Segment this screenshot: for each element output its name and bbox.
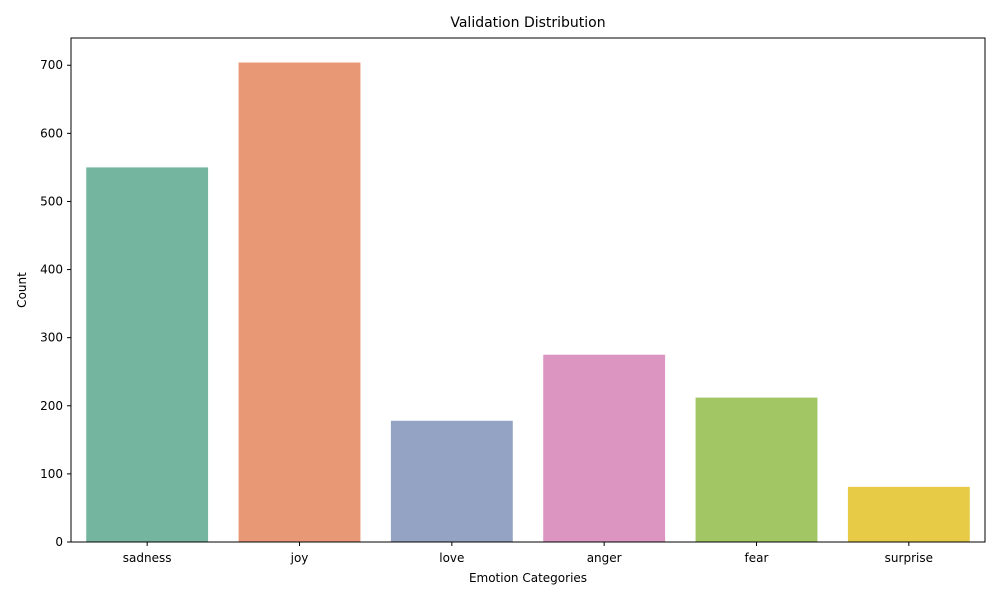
bar-anger	[543, 354, 666, 542]
y-tick-label: 100	[40, 467, 63, 481]
bar-joy	[238, 62, 361, 542]
y-tick-label: 300	[40, 331, 63, 345]
bar-fear	[695, 397, 818, 542]
y-tick-label: 700	[40, 58, 63, 72]
y-tick-label: 200	[40, 399, 63, 413]
bar-surprise	[847, 486, 970, 542]
x-tick-label: joy	[290, 551, 309, 565]
x-tick-label: fear	[745, 551, 769, 565]
y-tick-label: 400	[40, 263, 63, 277]
y-tick-label: 600	[40, 126, 63, 140]
bars-group	[86, 62, 970, 543]
x-tick-label: anger	[587, 551, 622, 565]
plot-area: 0 100 200 300 400 500 600 700 sadness joy love ang…	[40, 37, 986, 565]
x-axis-ticks: sadness joy love anger fear surprise	[123, 542, 933, 565]
chart-title: Validation Distribution	[450, 15, 605, 31]
y-axis-label: Count	[15, 272, 29, 308]
bar-love	[390, 420, 513, 542]
y-tick-label: 500	[40, 194, 63, 208]
x-axis-label: Emotion Categories	[469, 571, 587, 585]
x-tick-label: love	[439, 551, 464, 565]
x-tick-label: sadness	[123, 551, 172, 565]
plot-frame	[70, 37, 986, 543]
y-tick-label: 0	[55, 535, 63, 549]
bar-sadness	[86, 167, 209, 543]
y-axis-ticks: 0 100 200 300 400 500 600 700	[40, 58, 71, 549]
x-tick-label: surprise	[885, 551, 933, 565]
